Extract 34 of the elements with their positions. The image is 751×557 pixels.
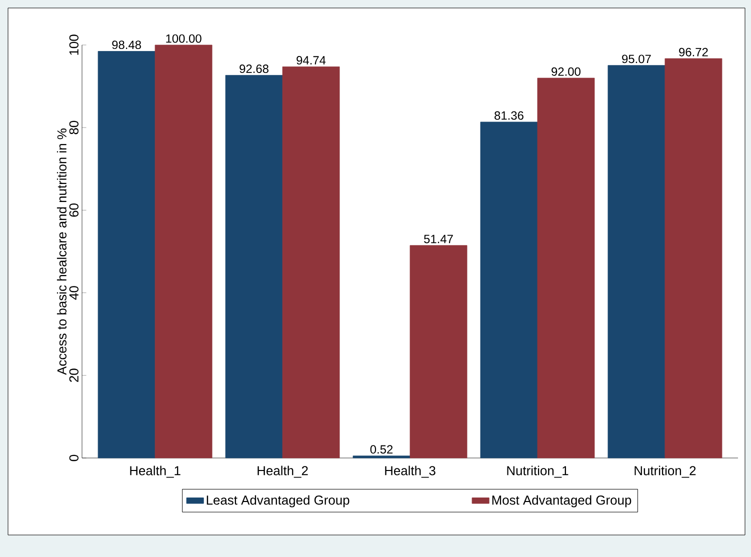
bar [352, 456, 410, 458]
data-label: 95.07 [622, 54, 651, 64]
x-tick-label: Health_2 [258, 466, 308, 478]
y-tick-label: 100 [69, 34, 78, 55]
data-label: 94.74 [296, 56, 326, 65]
x-tick-label: Nutrition_2 [634, 466, 696, 478]
data-label: 100.00 [166, 34, 202, 43]
bar [664, 58, 722, 458]
bar [410, 245, 468, 458]
legend-label: Least Advantaged Group [206, 495, 350, 508]
data-label: 51.47 [424, 234, 453, 244]
y-axis-title: Access to basic healcare and nutrition in % [56, 128, 66, 375]
data-label: 92.00 [552, 67, 580, 76]
x-tick-label: Health_3 [385, 466, 436, 478]
y-tick-label: 40 [69, 286, 78, 300]
bar [608, 65, 666, 458]
y-tick-label: 20 [69, 368, 78, 382]
bar [154, 44, 212, 458]
bar [480, 122, 538, 458]
x-tick-label: Nutrition_1 [507, 466, 568, 478]
bar [537, 78, 595, 458]
bar [98, 51, 156, 458]
data-label: 81.36 [494, 111, 524, 120]
data-label: 98.48 [112, 40, 141, 50]
bar [225, 75, 283, 458]
y-tick-label: 0 [69, 454, 78, 462]
data-label: 92.68 [240, 64, 268, 74]
y-tick-label: 80 [69, 120, 78, 134]
data-label: 96.72 [679, 48, 708, 56]
data-label: 0.52 [370, 445, 393, 454]
y-tick-label: 60 [69, 203, 78, 217]
bar [282, 66, 340, 458]
legend-label: Most Advantaged Group [492, 495, 632, 508]
x-tick-label: Health_1 [130, 466, 180, 478]
